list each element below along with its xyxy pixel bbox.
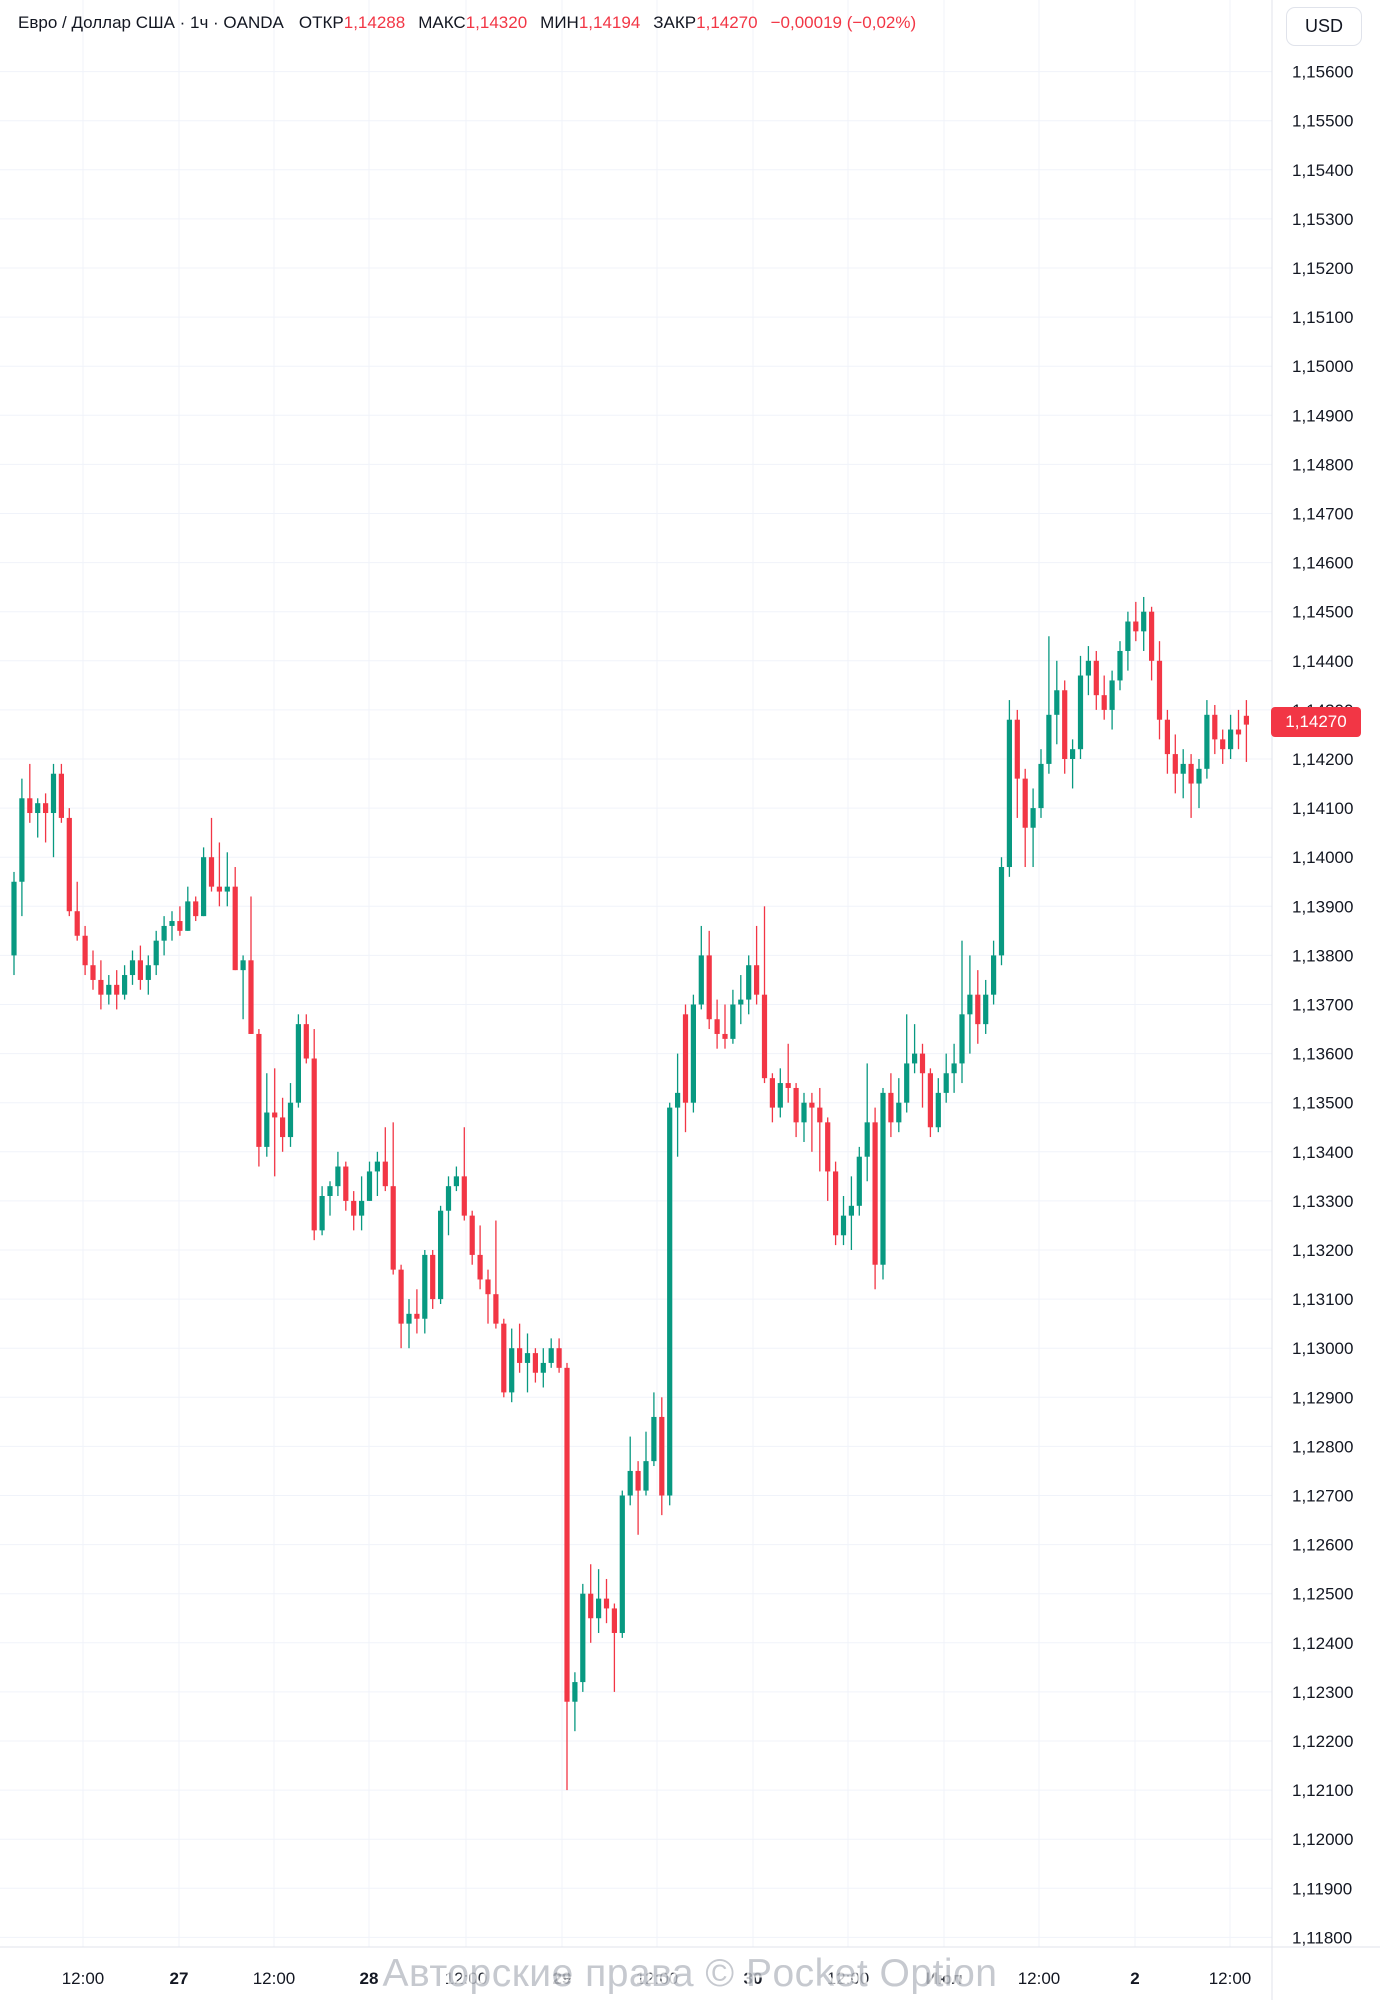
price-axis-label: 1,14600 bbox=[1292, 554, 1353, 573]
price-axis-label: 1,12800 bbox=[1292, 1437, 1353, 1456]
time-axis-label: 12:00 bbox=[827, 1969, 870, 1988]
chart-header: Евро / Доллар США · 1ч · OANDA ОТКР 1,142… bbox=[18, 10, 916, 36]
price-change: −0,00019 (−0,02%) bbox=[770, 13, 917, 32]
price-axis-label: 1,12900 bbox=[1292, 1388, 1353, 1407]
price-axis-label: 1,11800 bbox=[1292, 1928, 1352, 1947]
price-axis-label: 1,15100 bbox=[1292, 308, 1353, 327]
price-axis-label: 1,12200 bbox=[1292, 1732, 1353, 1751]
ohlc-low: МИН 1,14194 bbox=[540, 13, 641, 32]
price-axis-label: 1,12100 bbox=[1292, 1781, 1353, 1800]
price-axis-label: 1,13500 bbox=[1292, 1094, 1353, 1113]
price-axis-label: 1,12600 bbox=[1292, 1536, 1353, 1555]
price-axis-label: 1,14400 bbox=[1292, 652, 1353, 671]
price-axis-label: 1,14000 bbox=[1292, 848, 1353, 867]
price-axis-label: 1,12400 bbox=[1292, 1634, 1353, 1653]
price-axis-label: 1,11900 bbox=[1292, 1879, 1352, 1898]
price-axis-label: 1,14800 bbox=[1292, 455, 1353, 474]
time-axis-label: 28 bbox=[360, 1969, 379, 1988]
time-axis-label: 12:00 bbox=[1209, 1969, 1252, 1988]
time-axis-label: 29 bbox=[553, 1969, 572, 1988]
price-axis-label: 1,15400 bbox=[1292, 161, 1353, 180]
price-axis-label: 1,14500 bbox=[1292, 603, 1353, 622]
price-axis-label: 1,14900 bbox=[1292, 406, 1353, 425]
price-axis-label: 1,14200 bbox=[1292, 750, 1353, 769]
time-axis-label: 2 bbox=[1130, 1969, 1139, 1988]
price-axis-label: 1,15000 bbox=[1292, 357, 1353, 376]
currency-selector-button[interactable]: USD bbox=[1286, 7, 1362, 46]
time-axis-label: Июл bbox=[925, 1969, 962, 1988]
last-price-tag: 1,14270 bbox=[1271, 707, 1361, 737]
price-axis-label: 1,12700 bbox=[1292, 1487, 1353, 1506]
time-axis-label: 12:00 bbox=[1018, 1969, 1061, 1988]
price-axis-label: 1,15200 bbox=[1292, 259, 1353, 278]
price-axis-label: 1,15300 bbox=[1292, 210, 1353, 229]
ohlc-open: ОТКР 1,14288 bbox=[298, 13, 406, 32]
price-axis-label: 1,13800 bbox=[1292, 946, 1353, 965]
price-axis-label: 1,12500 bbox=[1292, 1585, 1353, 1604]
price-axis-label: 1,14100 bbox=[1292, 799, 1353, 818]
time-axis-label: 12:00 bbox=[445, 1969, 488, 1988]
price-axis-label: 1,13700 bbox=[1292, 996, 1353, 1015]
price-axis-label: 1,15600 bbox=[1292, 63, 1353, 82]
price-axis-label: 1,13200 bbox=[1292, 1241, 1353, 1260]
ohlc-close: ЗАКР 1,14270 bbox=[653, 13, 758, 32]
price-axis-label: 1,13900 bbox=[1292, 897, 1353, 916]
time-axis-label: 12:00 bbox=[62, 1969, 105, 1988]
time-axis-label: 12:00 bbox=[253, 1969, 296, 1988]
price-axis-label: 1,12000 bbox=[1292, 1830, 1353, 1849]
time-axis-label: 27 bbox=[170, 1969, 189, 1988]
price-axis-label: 1,13300 bbox=[1292, 1192, 1353, 1211]
price-axis-label: 1,12300 bbox=[1292, 1683, 1353, 1702]
time-axis-label: 30 bbox=[744, 1969, 763, 1988]
price-axis-label: 1,13000 bbox=[1292, 1339, 1353, 1358]
price-axis-label: 1,13100 bbox=[1292, 1290, 1353, 1309]
ohlc-high: МАКС 1,14320 bbox=[418, 13, 528, 32]
price-axis-label: 1,15500 bbox=[1292, 112, 1353, 131]
price-axis-label: 1,14700 bbox=[1292, 505, 1353, 524]
time-axis-label: 12:00 bbox=[636, 1969, 679, 1988]
symbol-title[interactable]: Евро / Доллар США · 1ч · OANDA bbox=[18, 13, 284, 32]
price-axis-label: 1,13600 bbox=[1292, 1045, 1353, 1064]
price-axis-label: 1,13400 bbox=[1292, 1143, 1353, 1162]
